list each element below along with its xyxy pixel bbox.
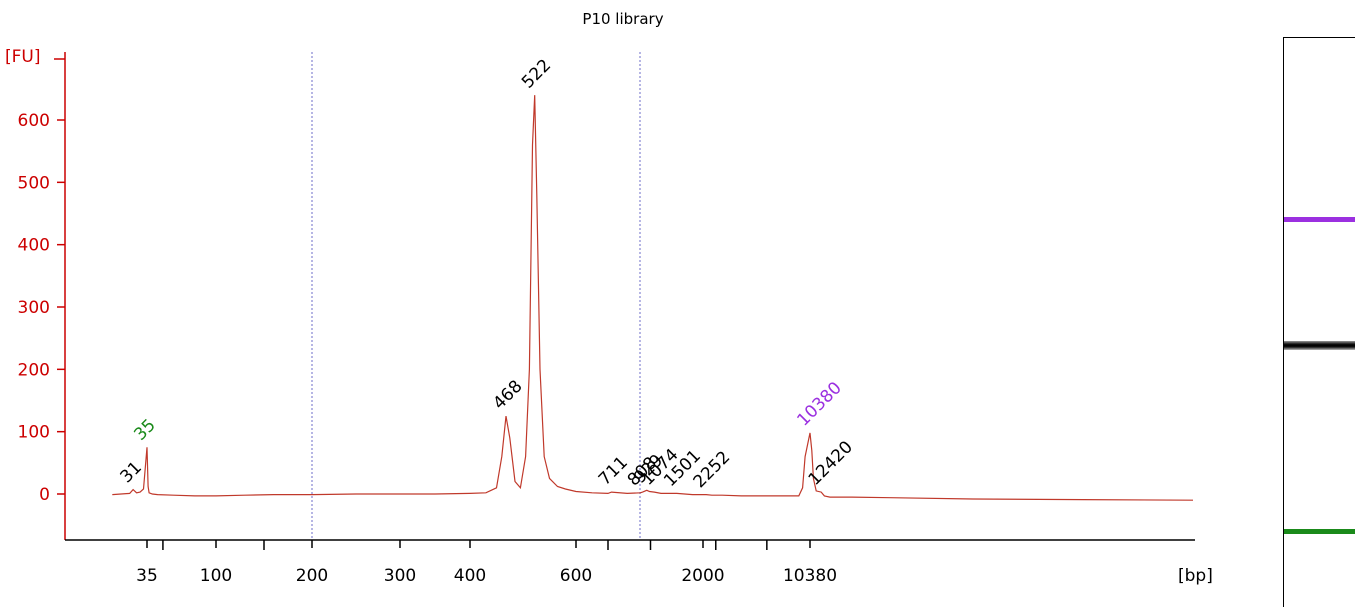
x-axis-ticks: 35 100 200 300 400 600 2000 10380 <box>136 540 837 586</box>
axes <box>64 52 1195 541</box>
peak-label: 31 <box>117 458 146 487</box>
sample-band <box>1284 341 1355 350</box>
y-tick-label: 500 <box>18 173 50 193</box>
peak-label: 35 <box>130 415 159 444</box>
x-axis-label: [bp] <box>1178 566 1213 586</box>
x-tick-label: 2000 <box>681 566 724 586</box>
y-tick-label: 600 <box>18 111 50 131</box>
upper-marker-band <box>1284 217 1355 222</box>
peak-label: 468 <box>489 377 526 414</box>
y-tick-label: 400 <box>18 236 50 256</box>
y-tick-label: 200 <box>18 360 50 380</box>
peak-label: 711 <box>595 453 632 490</box>
gel-image-panel <box>1283 37 1355 607</box>
y-axis-label: [FU] <box>5 47 41 67</box>
x-tick-label: 100 <box>200 566 232 586</box>
x-tick-label: 600 <box>560 566 592 586</box>
lower-marker-band <box>1284 529 1355 534</box>
trace-line <box>112 95 1194 501</box>
trace-group <box>112 95 1194 501</box>
peak-label: 10380 <box>793 378 845 430</box>
chart-title: P10 library <box>582 10 663 28</box>
x-tick-label: 200 <box>296 566 328 586</box>
x-tick-label: 35 <box>136 566 158 586</box>
x-tick-label: 10380 <box>783 566 837 586</box>
x-tick-label: 400 <box>454 566 486 586</box>
peak-labels: 3135468522711808929107415012252103801242… <box>117 56 857 493</box>
y-tick-label: 0 <box>39 485 50 505</box>
y-axis-ticks: 0 100 200 300 400 500 600 <box>18 58 65 505</box>
electropherogram-chart: P10 library [FU] [bp] 0 100 200 300 400 500 60… <box>5 10 1213 586</box>
y-tick-label: 300 <box>18 298 50 318</box>
peak-label: 522 <box>518 56 555 93</box>
y-tick-label: 100 <box>18 423 50 443</box>
x-tick-label: 300 <box>384 566 416 586</box>
reference-lines <box>311 52 641 540</box>
